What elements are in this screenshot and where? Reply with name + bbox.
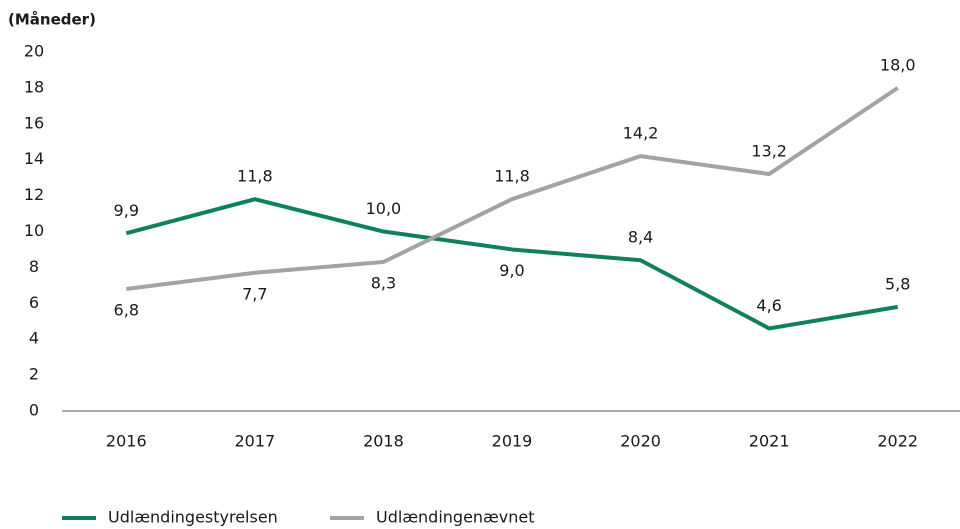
y-tick-label: 8	[29, 257, 39, 276]
y-tick-label: 10	[24, 221, 44, 240]
y-tick-label: 18	[24, 77, 44, 96]
legend-label: Udlændingenævnet	[376, 508, 534, 527]
data-label: 6,8	[114, 300, 139, 319]
legend-label: Udlændingestyrelsen	[108, 508, 278, 527]
x-tick-label: 2016	[106, 432, 147, 451]
y-tick-label: 6	[29, 293, 39, 312]
x-tick-label: 2022	[877, 432, 918, 451]
data-label: 7,7	[242, 284, 267, 303]
data-label: 14,2	[623, 124, 659, 143]
x-tick-label: 2019	[492, 432, 533, 451]
data-label: 11,8	[494, 167, 530, 186]
data-label: 4,6	[756, 296, 781, 315]
data-label: 8,3	[371, 274, 396, 293]
data-label: 18,0	[880, 55, 916, 74]
data-label: 9,0	[499, 261, 524, 280]
x-tick-label: 2018	[363, 432, 404, 451]
y-tick-label: 16	[24, 113, 44, 132]
line	[126, 86, 899, 291]
y-tick-label: 20	[24, 42, 44, 61]
y-tick-label: 14	[24, 149, 44, 168]
y-tick-label: 0	[29, 401, 39, 420]
data-label: 9,9	[114, 201, 139, 220]
x-tick-label: 2020	[620, 432, 661, 451]
line	[125, 197, 899, 331]
y-axis-label: (Måneder)	[8, 11, 96, 29]
y-tick-label: 4	[29, 329, 39, 348]
data-label: 13,2	[751, 142, 787, 161]
data-label: 5,8	[885, 274, 910, 293]
data-label: 10,0	[366, 199, 402, 218]
x-tick-label: 2021	[749, 432, 790, 451]
y-tick-label: 12	[24, 185, 44, 204]
y-tick-label: 2	[29, 365, 39, 384]
x-tick-label: 2017	[234, 432, 275, 451]
data-label: 11,8	[237, 167, 273, 186]
data-label: 8,4	[628, 228, 653, 247]
